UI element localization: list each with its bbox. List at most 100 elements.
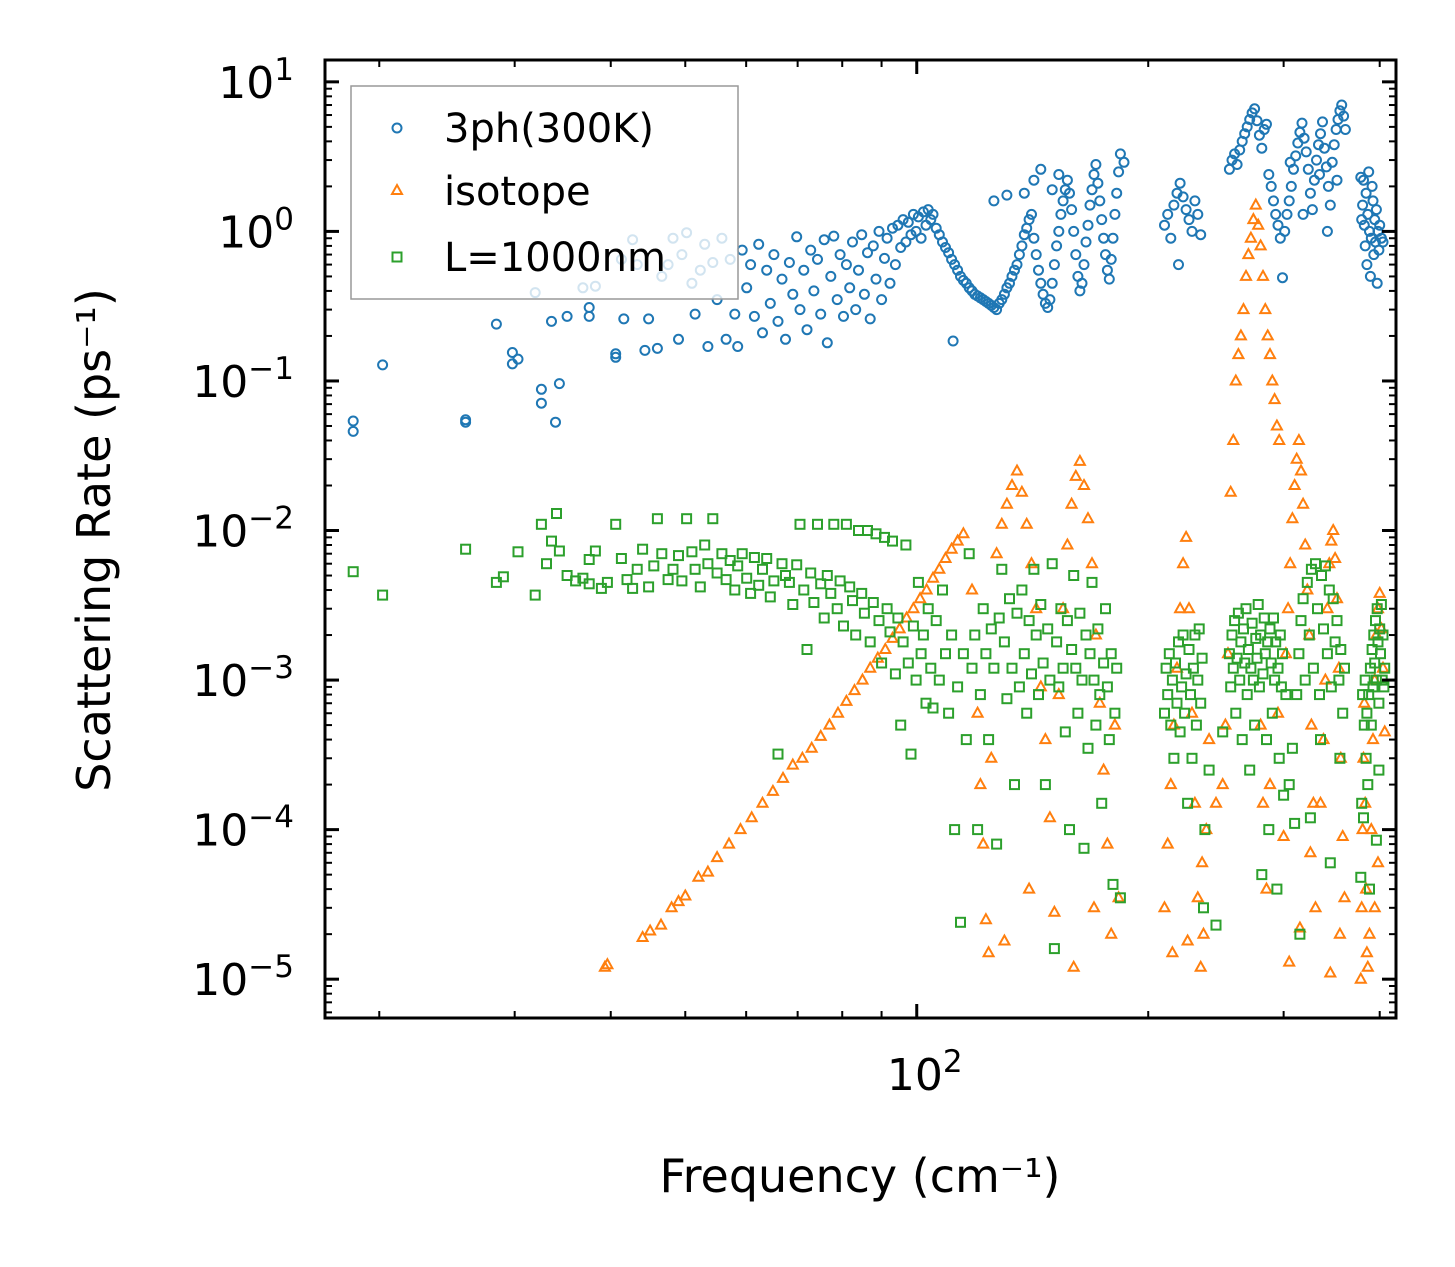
data-point — [1000, 496, 1014, 509]
data-point — [1180, 933, 1195, 946]
data-point — [858, 607, 870, 619]
data-point — [1198, 902, 1209, 914]
data-point — [1335, 644, 1347, 655]
data-point — [1195, 229, 1207, 241]
data-point — [922, 603, 934, 615]
data-point — [1258, 612, 1270, 624]
data-point — [460, 416, 472, 428]
legend-label-l1000nm: L=1000nm — [444, 235, 666, 281]
data-point — [949, 824, 961, 836]
data-point — [899, 610, 914, 623]
data-point — [1057, 662, 1069, 674]
data-point — [1292, 432, 1306, 445]
data-point — [1030, 249, 1042, 261]
data-point — [535, 518, 547, 530]
data-point — [808, 285, 820, 297]
data-point — [1239, 128, 1251, 140]
data-point — [1018, 187, 1030, 199]
data-point — [1268, 612, 1279, 624]
data-point — [1289, 817, 1301, 829]
data-point — [1076, 277, 1088, 289]
data-point — [686, 546, 698, 558]
data-point — [1323, 584, 1335, 596]
data-point — [1338, 110, 1350, 122]
data-point — [741, 572, 753, 584]
series-1 — [598, 197, 1392, 984]
data-point — [1176, 681, 1188, 693]
data-point — [1360, 945, 1374, 958]
data-point — [1092, 177, 1104, 189]
data-point — [1052, 687, 1066, 700]
data-point — [1245, 662, 1257, 674]
data-point — [965, 582, 979, 595]
data-point — [506, 347, 518, 358]
data-point — [1279, 225, 1291, 237]
data-point — [1271, 705, 1285, 718]
data-point — [1064, 824, 1075, 836]
data-point — [764, 297, 776, 309]
data-point — [1162, 689, 1174, 701]
data-point — [1316, 570, 1327, 581]
data-point — [1286, 742, 1298, 754]
data-point — [791, 231, 803, 243]
data-point — [1236, 302, 1251, 315]
data-point — [1308, 900, 1323, 913]
data-point — [1285, 511, 1300, 524]
data-point — [1355, 171, 1367, 183]
data-point — [1269, 674, 1281, 686]
data-point — [1253, 238, 1268, 251]
data-point — [627, 582, 639, 594]
data-point — [1314, 169, 1325, 180]
data-point — [1281, 601, 1295, 614]
data-point — [1312, 603, 1323, 615]
data-point — [1026, 668, 1037, 680]
data-point — [821, 337, 833, 349]
data-point — [1168, 199, 1180, 211]
data-point — [757, 327, 768, 339]
data-point — [694, 581, 706, 593]
data-point — [1266, 707, 1278, 719]
data-point — [881, 232, 893, 244]
data-point — [1276, 828, 1291, 841]
data-point — [980, 648, 992, 660]
data-point — [664, 900, 679, 913]
data-point — [1035, 277, 1047, 289]
data-point — [910, 674, 922, 686]
data-point — [1244, 764, 1256, 776]
data-point — [1176, 556, 1190, 569]
data-point — [856, 229, 868, 241]
data-point — [643, 581, 655, 593]
data-point — [1173, 259, 1184, 271]
y-tick-label: 10−1 — [192, 351, 294, 408]
data-point — [1076, 674, 1088, 686]
data-point — [490, 576, 502, 588]
data-point — [732, 341, 744, 352]
data-point — [1251, 217, 1265, 230]
data-point — [716, 548, 728, 560]
data-point — [927, 702, 939, 714]
data-point — [952, 681, 964, 693]
data-point — [1190, 719, 1202, 731]
data-point — [1313, 795, 1328, 808]
data-point — [1333, 926, 1347, 939]
data-point — [1209, 795, 1223, 808]
data-point — [1303, 629, 1315, 641]
data-point — [831, 705, 845, 718]
data-point — [610, 348, 622, 360]
data-point — [1098, 232, 1110, 244]
data-point — [1235, 636, 1247, 648]
data-point — [847, 595, 858, 607]
data-point — [1271, 883, 1283, 895]
data-point — [535, 383, 547, 395]
data-point — [834, 249, 846, 261]
data-point — [1357, 199, 1369, 211]
x-tick-label: 102 — [887, 1044, 963, 1101]
data-point — [801, 324, 813, 336]
data-point — [1107, 878, 1119, 890]
data-point — [1241, 689, 1253, 701]
data-point — [873, 615, 885, 627]
data-point — [541, 558, 552, 570]
data-point — [834, 575, 846, 587]
data-point — [1022, 881, 1036, 894]
data-point — [720, 333, 732, 345]
